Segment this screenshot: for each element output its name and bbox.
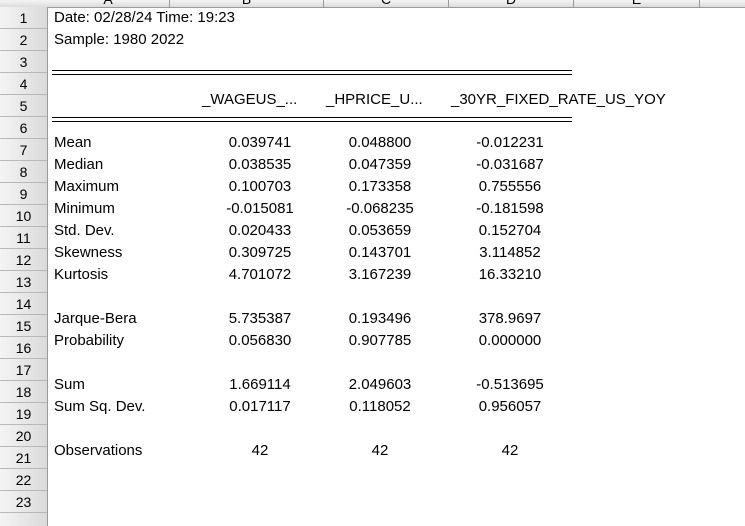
table-header-rule-1 [52, 117, 572, 118]
stat-value-b[interactable]: 4.701072 [228, 266, 292, 283]
row-header-17[interactable]: 17 [0, 359, 47, 381]
stat-value-c[interactable]: 0.118052 [349, 398, 411, 415]
stat-label[interactable]: Probability [54, 332, 125, 349]
stat-value-b[interactable]: 0.020433 [228, 222, 292, 239]
table-header-rule-2 [52, 121, 572, 122]
stat-label[interactable]: Kurtosis [54, 266, 109, 283]
row-header-19[interactable]: 19 [0, 403, 47, 425]
row-header-12[interactable]: 12 [0, 249, 47, 271]
stat-value-b[interactable]: 0.056830 [228, 332, 292, 349]
stat-value-d[interactable]: 0.956057 [478, 398, 542, 415]
stat-value-c[interactable]: 42 [371, 442, 389, 459]
stat-value-b[interactable]: -0.015081 [226, 200, 294, 217]
stat-value-c[interactable]: 3.167239 [348, 266, 412, 283]
stat-value-c[interactable]: 0.053659 [348, 222, 412, 239]
column-header-bar: A B C D E [0, 0, 745, 8]
stat-value-d[interactable]: -0.012231 [476, 134, 544, 151]
stat-label[interactable]: Median [54, 156, 104, 173]
stat-value-d[interactable]: -0.181598 [476, 200, 544, 217]
stat-label[interactable]: Mean [54, 134, 92, 151]
row-header-15[interactable]: 15 [0, 315, 47, 337]
table-top-rule-1 [52, 70, 572, 71]
series-header-c[interactable]: _HPRICE_U... [326, 91, 423, 108]
stat-value-b[interactable]: 0.017117 [229, 398, 291, 415]
row-header-18[interactable]: 18 [0, 381, 47, 403]
stat-label[interactable]: Sum [54, 376, 85, 393]
row-header-14[interactable]: 14 [0, 293, 47, 315]
column-header-c[interactable]: C [324, 0, 449, 7]
stat-value-b[interactable]: 5.735387 [228, 310, 292, 327]
column-header-a[interactable]: A [47, 0, 170, 7]
row-header-3[interactable]: 3 [0, 51, 47, 73]
stat-label[interactable]: Maximum [54, 178, 120, 195]
row-header-5[interactable]: 5 [0, 95, 47, 117]
stat-value-b[interactable]: 0.038535 [228, 156, 292, 173]
row-header-2[interactable]: 2 [0, 29, 47, 51]
stat-value-b[interactable]: 0.039741 [228, 134, 292, 151]
stat-value-d[interactable]: 0.000000 [478, 332, 542, 349]
stat-value-c[interactable]: 0.173358 [348, 178, 412, 195]
stat-label[interactable]: Observations [54, 442, 143, 459]
stat-value-d[interactable]: 16.33210 [478, 266, 542, 283]
row-header-21[interactable]: 21 [0, 447, 47, 469]
row-header-11[interactable]: 11 [0, 227, 47, 249]
stat-label[interactable]: Sum Sq. Dev. [54, 398, 146, 415]
stat-value-d[interactable]: 0.152704 [478, 222, 542, 239]
stat-label[interactable]: Minimum [54, 200, 115, 217]
stat-value-d[interactable]: 0.755556 [478, 178, 542, 195]
row-header-13[interactable]: 13 [0, 271, 47, 293]
stat-value-d[interactable]: -0.513695 [476, 376, 544, 393]
stat-value-b[interactable]: 0.100703 [228, 178, 292, 195]
stat-label[interactable]: Jarque-Bera [54, 310, 137, 327]
sample-cell[interactable]: Sample: 1980 2022 [54, 31, 185, 48]
row-header-4[interactable]: 4 [0, 73, 47, 95]
stat-value-d[interactable]: -0.031687 [476, 156, 544, 173]
row-header-8[interactable]: 8 [0, 161, 47, 183]
row-header-10[interactable]: 10 [0, 205, 47, 227]
stat-value-c[interactable]: 0.143701 [348, 244, 412, 261]
column-header-b[interactable]: B [170, 0, 324, 7]
row-header-23[interactable]: 23 [0, 491, 47, 513]
stat-value-b[interactable]: 1.669114 [229, 376, 291, 393]
stat-value-c[interactable]: 0.907785 [348, 332, 412, 349]
stat-value-c[interactable]: -0.068235 [346, 200, 414, 217]
column-header-e[interactable]: E [574, 0, 700, 7]
row-header-7[interactable]: 7 [0, 139, 47, 161]
row-header-1[interactable]: 1 [0, 7, 47, 29]
row-header-20[interactable]: 20 [0, 425, 47, 447]
column-header-d[interactable]: D [449, 0, 574, 7]
stat-value-c[interactable]: 0.047359 [348, 156, 412, 173]
stat-value-d[interactable]: 3.114852 [479, 244, 541, 261]
stat-value-d[interactable]: 378.9697 [478, 310, 542, 327]
row-header-column: 1 2 3 4 5 6 7 8 9 10 11 12 13 14 15 16 1… [0, 7, 48, 526]
stat-value-d[interactable]: 42 [501, 442, 519, 459]
table-top-rule-2 [52, 74, 572, 75]
stat-value-c[interactable]: 2.049603 [348, 376, 412, 393]
stat-label[interactable]: Std. Dev. [54, 222, 115, 239]
series-header-b[interactable]: _WAGEUS_... [202, 91, 298, 108]
row-header-22[interactable]: 22 [0, 469, 47, 491]
stat-label[interactable]: Skewness [54, 244, 123, 261]
stat-value-c[interactable]: 0.048800 [348, 134, 412, 151]
stat-value-c[interactable]: 0.193496 [348, 310, 412, 327]
stat-value-b[interactable]: 42 [251, 442, 269, 459]
row-header-16[interactable]: 16 [0, 337, 47, 359]
date-time-cell[interactable]: Date: 02/28/24 Time: 19:23 [54, 9, 235, 26]
row-header-6[interactable]: 6 [0, 117, 47, 139]
row-header-9[interactable]: 9 [0, 183, 47, 205]
stat-value-b[interactable]: 0.309725 [228, 244, 292, 261]
series-header-d[interactable]: _30YR_FIXED_RATE_US_YOY [451, 91, 666, 108]
